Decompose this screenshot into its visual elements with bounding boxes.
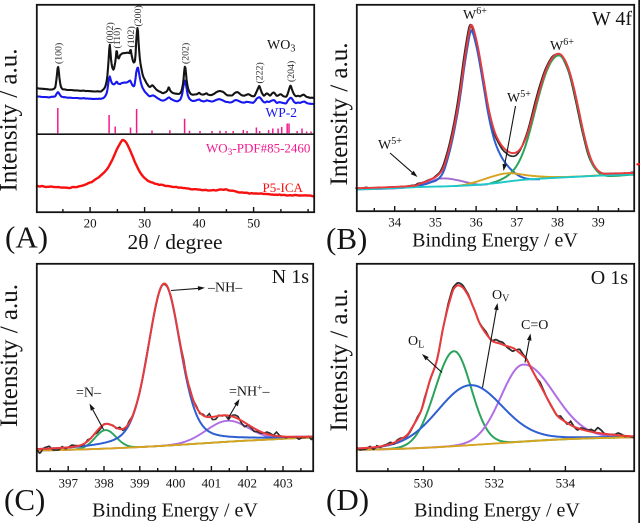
svg-text:50: 50 (247, 216, 260, 231)
svg-text:P5-ICA: P5-ICA (263, 180, 304, 195)
svg-text:402: 402 (237, 476, 257, 491)
svg-text:Binding Energy / eV: Binding Energy / eV (414, 500, 580, 522)
svg-text:400: 400 (166, 476, 186, 491)
svg-text:(C): (C) (4, 482, 45, 517)
svg-text:C=O: C=O (521, 318, 548, 333)
svg-text:20: 20 (84, 216, 97, 231)
svg-text:(204): (204) (286, 61, 297, 82)
svg-text:36: 36 (470, 215, 484, 230)
svg-text:=NH+–: =NH+– (229, 384, 270, 400)
svg-text:(202): (202) (180, 43, 191, 64)
svg-text:(100): (100) (53, 43, 64, 64)
svg-text:34: 34 (388, 215, 402, 230)
svg-text:35: 35 (429, 215, 442, 230)
svg-text:N 1s: N 1s (272, 266, 309, 288)
svg-text:WO3-PDF#85-2460: WO3-PDF#85-2460 (206, 141, 310, 159)
svg-text:Intensity / a.u.: Intensity / a.u. (326, 288, 353, 431)
svg-text:WP-2: WP-2 (266, 105, 298, 120)
svg-text:(110): (110) (112, 28, 123, 49)
svg-text:40: 40 (193, 216, 206, 231)
svg-text:Intensity / a.u.: Intensity / a.u. (0, 284, 23, 427)
svg-text:Binding Energy / eV: Binding Energy / eV (412, 230, 578, 252)
svg-text:O 1s: O 1s (591, 267, 628, 289)
svg-text:Binding Energy / eV: Binding Energy / eV (92, 500, 258, 522)
svg-text:=N–: =N– (76, 386, 102, 401)
svg-text:(200): (200) (133, 5, 144, 26)
svg-text:532: 532 (485, 476, 505, 491)
svg-text:(002): (002) (105, 22, 116, 43)
svg-text:398: 398 (94, 476, 114, 491)
svg-text:30: 30 (138, 216, 151, 231)
svg-text:W 4f: W 4f (592, 8, 633, 30)
svg-text:399: 399 (130, 476, 150, 491)
svg-text:–NH–: –NH– (207, 281, 243, 296)
svg-text:Intensity / a.u.: Intensity / a.u. (0, 48, 23, 191)
svg-text:39: 39 (592, 215, 605, 230)
svg-text:403: 403 (273, 476, 293, 491)
svg-text:38: 38 (551, 215, 564, 230)
svg-text:(102): (102) (126, 26, 137, 47)
svg-text:37: 37 (510, 215, 524, 230)
svg-text:Intensity / a.u.: Intensity / a.u. (326, 42, 353, 185)
svg-text:(222): (222) (255, 62, 266, 83)
svg-text:397: 397 (58, 476, 78, 491)
svg-text:2θ / degree: 2θ / degree (127, 230, 222, 254)
svg-text:530: 530 (414, 476, 434, 491)
svg-text:534: 534 (556, 476, 576, 491)
svg-text:WO3: WO3 (267, 38, 295, 55)
svg-text:(D): (D) (326, 482, 369, 517)
svg-text:401: 401 (202, 476, 222, 491)
svg-text:(A): (A) (5, 220, 48, 255)
svg-text:(B): (B) (326, 221, 367, 256)
